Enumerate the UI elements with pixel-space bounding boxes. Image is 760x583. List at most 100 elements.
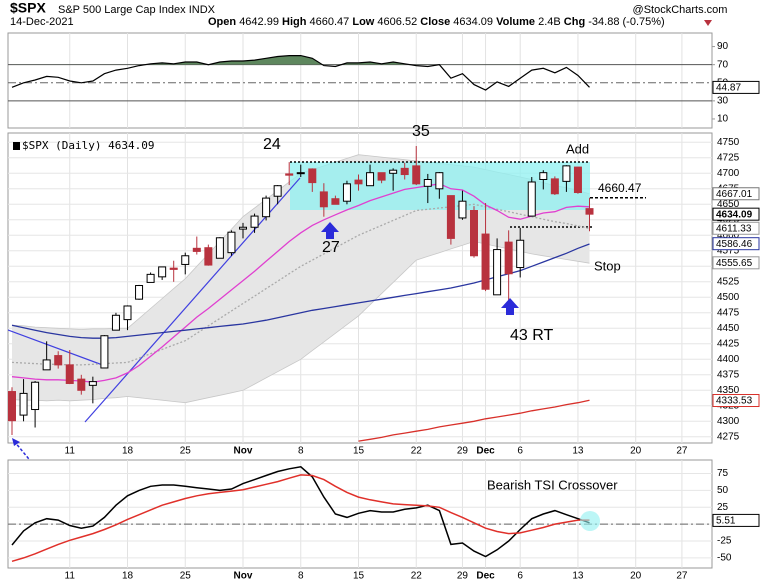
resistance-label: 4660.47 (598, 181, 642, 195)
candle-body (100, 335, 109, 369)
candle-body (504, 241, 513, 275)
value-tag (712, 256, 760, 270)
y-tick-label: 4575 (717, 245, 740, 256)
x-tick-label: 13 (572, 446, 584, 457)
annotation: Bearish TSI Crossover (487, 477, 618, 492)
candle-body (77, 378, 86, 391)
y-tick-label: 4475 (717, 307, 740, 318)
x-tick-label: 18 (122, 571, 134, 582)
candle-body (435, 172, 444, 190)
tsi-line (11, 466, 590, 558)
candle-body (262, 197, 271, 218)
field-label: Volume (496, 16, 535, 28)
candle-body (342, 183, 351, 202)
y-tick-label: 4425 (717, 338, 740, 349)
y-tick-label: -25 (717, 536, 732, 547)
overlay-line (11, 183, 590, 383)
candle-body (273, 185, 282, 197)
candle-body (446, 195, 455, 239)
y-tick-label: 4500 (717, 292, 740, 303)
y-tick-label: 4525 (717, 276, 740, 287)
tsi-line (11, 474, 590, 563)
candle-body (354, 179, 363, 185)
candle-body (65, 364, 74, 384)
candle-body (215, 237, 224, 259)
field-value: 4606.52 (377, 16, 417, 28)
candle-body (562, 165, 571, 182)
candle-body (146, 273, 155, 283)
x-tick-label: 22 (411, 446, 423, 457)
candle-body (158, 266, 167, 278)
candle-body (308, 168, 317, 184)
candle-body (8, 391, 16, 422)
x-tick-label: 11 (65, 571, 76, 582)
legend-icon (13, 142, 20, 150)
annotation: 35 (412, 123, 430, 140)
x-tick-label: 25 (180, 446, 192, 457)
y-tick-label: 4400 (717, 354, 740, 365)
annotation: Stop (594, 258, 621, 273)
x-tick-label: Nov (234, 446, 253, 457)
candle-body (285, 173, 294, 176)
candle-body (585, 208, 594, 215)
candle-body (88, 381, 97, 386)
value-tag-label: 5.51 (716, 516, 736, 527)
field-value: 2.4B (538, 16, 561, 28)
y-tick-label: 4275 (717, 431, 740, 442)
candle-body (377, 172, 386, 181)
value-tag (712, 207, 760, 221)
candle-body (239, 226, 247, 230)
candle-body (204, 247, 213, 266)
candle-body (470, 210, 478, 257)
arrowhead (12, 438, 20, 446)
y-tick-label: 70 (717, 59, 729, 70)
candle-body (516, 239, 525, 269)
y-tick-label: 4300 (717, 416, 740, 427)
value-tag (712, 394, 760, 408)
panel-legend: $SPX (Daily) 4634.09 (22, 139, 154, 152)
candle-body (400, 167, 409, 176)
candle-body (227, 231, 236, 254)
value-tag-label: 4333.53 (716, 396, 753, 407)
y-tick-label: 4450 (717, 323, 740, 334)
y-tick-label: 4650 (717, 199, 740, 210)
candle-body (423, 179, 432, 187)
value-tag (712, 513, 760, 527)
overlay-line (358, 399, 590, 442)
trend-line (8, 329, 109, 368)
x-tick-label: 6 (517, 446, 523, 457)
candle-body (181, 255, 190, 265)
value-tag (712, 187, 760, 201)
exchange: INDX (189, 4, 216, 16)
candle-body (123, 305, 132, 321)
y-tick-label: 30 (717, 95, 729, 106)
annotation: Add (566, 141, 589, 156)
y-tick-label: 4600 (717, 230, 740, 241)
field-label: High (282, 16, 307, 28)
candle-body (389, 169, 398, 174)
y-tick-label: 50 (717, 485, 729, 496)
plot-area: 103050709044.874275430043254350437544004… (7, 32, 760, 582)
y-tick-label: 10 (717, 114, 729, 125)
overbought-fill (144, 55, 411, 65)
candle-body (573, 166, 582, 194)
index-name: S&P 500 Large Cap Index INDX (58, 4, 216, 16)
candle-body (412, 165, 421, 185)
annotation: 27 (322, 239, 340, 256)
field-label: Open (208, 16, 236, 28)
x-tick-label: 8 (298, 571, 304, 582)
x-tick-label: 27 (676, 446, 688, 457)
x-tick-label: Dec (476, 571, 495, 582)
value-tag-label: 4586.46 (716, 239, 753, 250)
candle-body (192, 247, 201, 252)
x-tick-label: 8 (298, 446, 304, 457)
field-label: Chg (564, 16, 585, 28)
candle-body (366, 172, 375, 187)
arrow (321, 222, 339, 239)
x-tick-label: 25 (180, 571, 192, 582)
y-tick-label: 4700 (717, 168, 740, 179)
x-tick-label: 15 (353, 446, 365, 457)
trend-line (84, 177, 301, 423)
rsi-line (11, 55, 590, 91)
value-tag (712, 221, 760, 235)
